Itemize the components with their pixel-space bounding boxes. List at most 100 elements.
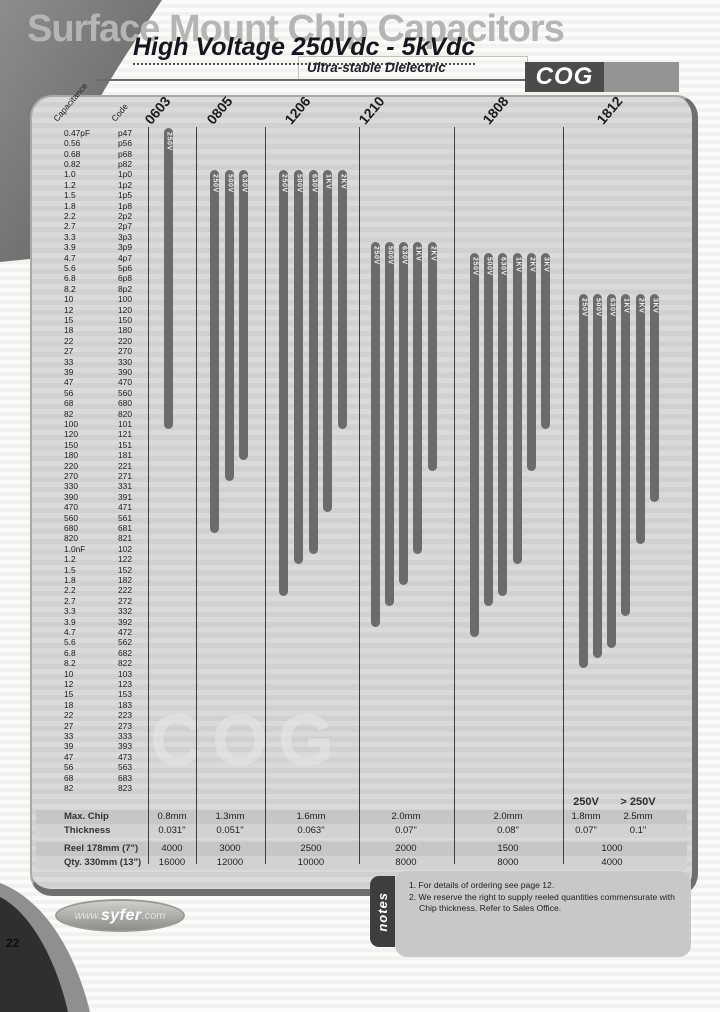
- bottom-table-cell: 0.07": [575, 825, 597, 836]
- range-bar-1808-630v: 630V: [497, 252, 507, 596]
- table-row: 2.2 2p2: [36, 211, 156, 221]
- table-row: 220 221: [36, 461, 156, 471]
- capacitance-code: 1p5: [118, 190, 132, 201]
- table-row: 2.7 2p7: [36, 221, 156, 231]
- bar-voltage-label: 250V: [280, 173, 288, 193]
- column-divider: [359, 127, 360, 864]
- capacitance-code: 680: [118, 398, 132, 409]
- table-row: 39 393: [36, 741, 156, 751]
- page-title: Surface Mount Chip Capacitors: [27, 8, 565, 50]
- capacitance-value: 8.2: [64, 283, 76, 294]
- bottom-table-row: Reel 178mm (7") 4000 3000 2500 2000 1500 1000: [36, 842, 687, 856]
- capacitance-code: 822: [118, 658, 132, 669]
- bottom-table-cell: 8000: [395, 857, 417, 868]
- capacitance-code: 5p6: [118, 263, 132, 273]
- bar-voltage-label: 1KV: [324, 173, 332, 190]
- capacitance-value: 33: [64, 356, 74, 367]
- bottom-table-cell: 2.0mm: [493, 811, 523, 822]
- table-row: 100 101: [36, 419, 156, 429]
- series-banner-bar: [604, 62, 679, 92]
- capacitance-value: 120: [64, 429, 78, 440]
- table-row: 47 473: [36, 752, 156, 762]
- range-bar-1808-1kv: 1KV: [512, 252, 522, 565]
- range-bar-1812-3kv: 3KV: [649, 294, 659, 502]
- capacitance-value: 15: [64, 315, 74, 325]
- capacitance-value: 39: [64, 367, 74, 377]
- capacitance-value: 68: [64, 772, 74, 783]
- capacitance-value: 56: [64, 387, 74, 398]
- table-row: 1.5 152: [36, 565, 156, 575]
- capacitance-code: 8p2: [118, 283, 132, 294]
- bar-voltage-label: 500V: [295, 173, 303, 193]
- range-bar-1206-630v: 630V: [308, 169, 318, 554]
- bar-voltage-label: 250V: [372, 246, 380, 266]
- bottom-table-cell: 0.8mm: [157, 811, 187, 822]
- notes-box: 1. For details of ordering see page 12. …: [395, 871, 691, 957]
- capacitance-value: 4.7: [64, 627, 76, 637]
- syfer-logo: www. syfer .com: [55, 899, 185, 932]
- capacitance-code: 120: [118, 304, 132, 315]
- table-row: 0.47pF p47: [36, 128, 156, 138]
- range-bar-1206-1kv: 1KV: [322, 169, 332, 513]
- capacitance-value: 3.3: [64, 606, 76, 617]
- page-number: 22: [6, 936, 20, 950]
- bar-voltage-label: 630V: [608, 298, 616, 318]
- range-bar-1808-2kv: 2KV: [526, 252, 536, 471]
- series-badge-label: COG: [535, 63, 594, 90]
- capacitance-code: 561: [118, 512, 132, 523]
- capacitance-code: 563: [118, 762, 132, 773]
- bottom-table-cell: 2500: [300, 843, 322, 854]
- column-divider: [148, 127, 149, 864]
- bar-voltage-label: 630V: [400, 246, 408, 266]
- table-row: 2.7 272: [36, 596, 156, 606]
- bar-voltage-label: 630V: [499, 256, 507, 276]
- table-row: 390 391: [36, 492, 156, 502]
- table-row: 39 390: [36, 367, 156, 377]
- bottom-table-cell: 4000: [161, 843, 183, 854]
- bar-voltage-label: 3KV: [542, 256, 550, 273]
- table-row: 1.0 1p0: [36, 169, 156, 179]
- capacitance-code: 471: [118, 502, 132, 513]
- range-bar-1812-630v: 630V: [606, 294, 616, 648]
- bar-voltage-label: 1KV: [622, 298, 630, 314]
- bottom-table-cell: 1.3mm: [215, 811, 245, 822]
- page-subtitle: High Voltage 250Vdc - 5kVdc: [133, 33, 476, 65]
- capacitance-code: 220: [118, 335, 132, 346]
- capacitance-code: 470: [118, 377, 132, 388]
- bar-voltage-label: 2KV: [528, 256, 536, 273]
- capacitance-value: 82: [64, 408, 74, 419]
- capacitance-value: 47: [64, 377, 74, 388]
- bottom-table-cell: 10000: [297, 857, 325, 868]
- range-bar-0805-250v: 250V: [209, 169, 219, 534]
- capacitance-value: 10: [64, 294, 74, 305]
- range-bar-1812-2kv: 2KV: [635, 294, 645, 544]
- table-row: 1.0nF 102: [36, 544, 156, 554]
- table-row: 82 820: [36, 409, 156, 419]
- capacitance-value: 33: [64, 731, 74, 741]
- capacitance-value: 22: [64, 710, 74, 721]
- table-row: 0.68 p68: [36, 149, 156, 159]
- bottom-table-cell: 0.031": [158, 825, 186, 836]
- bottom-table-row-label: Max. Chip: [64, 811, 109, 822]
- capacitance-code: p47: [118, 127, 132, 138]
- capacitance-code: 2p2: [118, 211, 132, 221]
- capacitance-value: 470: [64, 502, 78, 513]
- capacitance-value: 5.6: [64, 637, 76, 648]
- column-divider: [196, 127, 197, 864]
- bar-voltage-label: 500V: [386, 246, 394, 266]
- capacitance-code: 560: [118, 387, 132, 398]
- capacitance-code: 392: [118, 616, 132, 627]
- table-row: 2.2 222: [36, 585, 156, 595]
- capacitance-value: 680: [64, 523, 78, 533]
- capacitance-value: 6.8: [64, 273, 76, 284]
- capacitance-value: 27: [64, 346, 74, 357]
- capacitance-value: 27: [64, 720, 74, 731]
- bottom-table-cell: 4000: [601, 857, 623, 868]
- bar-voltage-label: 630V: [240, 173, 248, 193]
- capacitance-value: 39: [64, 741, 74, 752]
- capacitance-code: 1p8: [118, 200, 132, 211]
- series-badge: COG: [525, 62, 604, 92]
- table-row: 56 560: [36, 388, 156, 398]
- logo-suffix: .com: [141, 909, 166, 922]
- range-bar-1210-1kv: 1KV: [412, 242, 422, 554]
